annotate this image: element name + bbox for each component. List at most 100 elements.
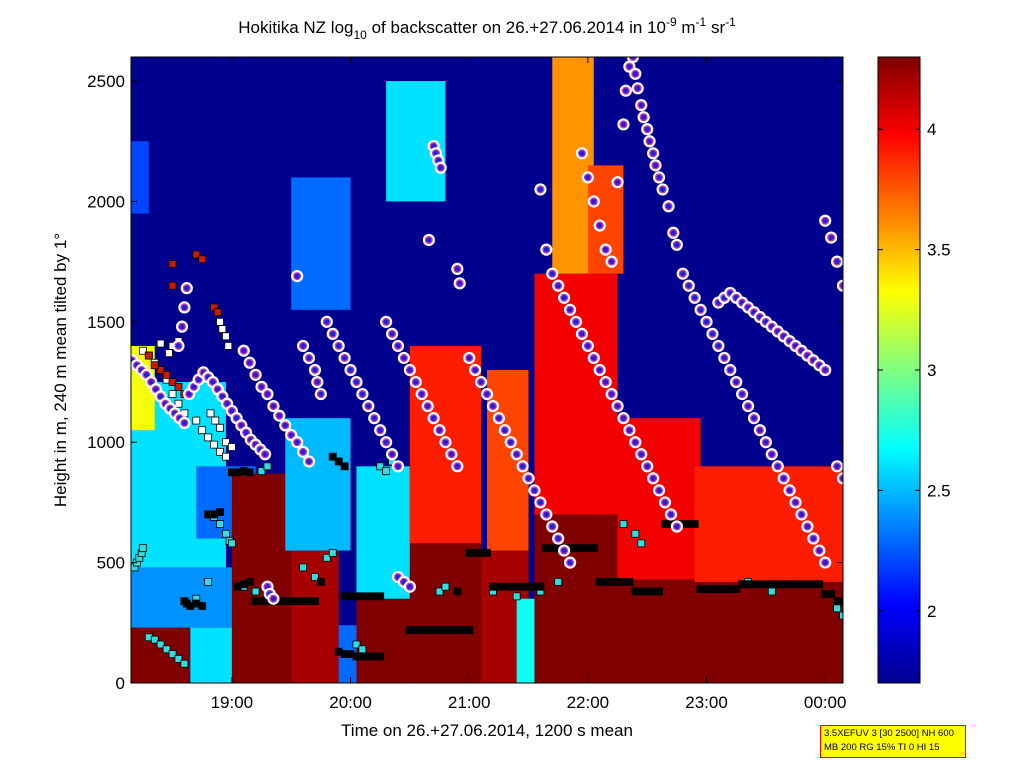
- marker-ring-4-112: [560, 294, 568, 302]
- marker-ring-4-48: [311, 366, 319, 374]
- marker-ring-4-5: [152, 385, 160, 393]
- marker-ring-4-108: [536, 185, 545, 194]
- marker-ring-4-132: [578, 149, 586, 157]
- marker-ring-4-57: [340, 354, 349, 362]
- marker-ring-4-64: [382, 438, 390, 446]
- x-tick-label: 22:00: [567, 693, 610, 712]
- marker-square-2-11: [180, 659, 189, 668]
- marker-ring-4-176: [797, 510, 806, 519]
- marker-ring-4-117: [590, 354, 598, 362]
- marker-square-2-10: [174, 655, 183, 663]
- marker-ring-4-29: [174, 342, 183, 350]
- marker-ring-4-4: [147, 378, 155, 386]
- marker-ring-4-114: [572, 318, 580, 326]
- marker-square-2-46: [839, 611, 843, 620]
- marker-square-3-89: [655, 587, 663, 596]
- field-cell-20: [694, 581, 843, 683]
- marker-ring-4-21: [228, 407, 236, 415]
- marker-square-3-84: [625, 577, 634, 586]
- marker-square-0-5: [168, 390, 177, 398]
- marker-ring-4-69: [394, 342, 402, 350]
- marker-square-2-44: [767, 587, 776, 596]
- marker-ring-4-100: [524, 474, 533, 482]
- colorbar-tick-label: 3.5: [927, 241, 951, 260]
- marker-ring-4-90: [465, 354, 473, 362]
- marker-ring-4-202: [833, 258, 841, 266]
- marker-square-2-28: [352, 640, 361, 649]
- marker-ring-4-124: [631, 438, 639, 446]
- marker-ring-4-157: [685, 282, 693, 290]
- marker-square-2-45: [833, 604, 841, 613]
- marker-square-0-9: [198, 426, 207, 435]
- marker-ring-4-168: [750, 414, 758, 422]
- marker-ring-4-125: [637, 450, 645, 458]
- marker-ring-4-164: [726, 366, 734, 374]
- marker-ring-4-56: [335, 342, 343, 350]
- marker-square-2-27: [328, 549, 337, 557]
- marker-square-3-118: [827, 590, 836, 598]
- marker-ring-4-165: [732, 378, 740, 386]
- marker-ring-4-133: [584, 173, 592, 182]
- marker-ring-4-179: [815, 546, 823, 555]
- marker-ring-4-217: [833, 462, 841, 470]
- x-axis: 19:00 20:00 21:00 22:00 23:00 00:00: [211, 57, 846, 712]
- marker-ring-4-44: [305, 457, 313, 466]
- marker-ring-4-49: [313, 378, 321, 386]
- marker-square-0-12: [216, 447, 224, 456]
- marker-ring-4-78: [447, 450, 456, 458]
- marker-ring-4-24: [242, 428, 250, 437]
- marker-ring-4-40: [281, 421, 289, 430]
- marker-ring-4-116: [584, 342, 592, 350]
- colorbar: [877, 56, 921, 684]
- marker-square-3-26: [316, 577, 325, 586]
- field-cell-11: [409, 543, 482, 683]
- marker-ring-4-219: [846, 487, 852, 493]
- x-tick-label: 21:00: [448, 693, 491, 712]
- marker-circle-4-218: [836, 472, 843, 485]
- x-tick-label: 23:00: [685, 693, 728, 712]
- settings-info-box: 3.5XEFUV 3 [30 2500] NH 600 MB 200 RG 15…: [820, 725, 966, 758]
- marker-ring-4-39: [275, 412, 283, 420]
- marker-square-2-23: [263, 462, 272, 471]
- marker-ring-4-128: [655, 486, 663, 495]
- marker-ring-4-74: [424, 402, 432, 410]
- marker-ring-4-54: [323, 318, 331, 326]
- marker-ring-4-136: [602, 245, 610, 254]
- marker-circle-4-142: [626, 57, 640, 64]
- marker-ring-4-76: [435, 426, 444, 434]
- marker-square-0-26: [165, 349, 173, 358]
- marker-ring-4-123: [625, 426, 634, 434]
- marker-ring-4-31: [180, 303, 189, 312]
- marker-ring-4-58: [346, 366, 355, 374]
- marker-ring-4-98: [513, 450, 521, 458]
- marker-square-1-1: [162, 370, 171, 379]
- marker-ring-4-180: [821, 558, 829, 567]
- colorbar-tick-label: 3: [927, 361, 936, 380]
- colorbar-tick-label: 2.5: [927, 481, 951, 500]
- marker-ring-4-91: [471, 366, 479, 374]
- marker-square-0-18: [222, 332, 230, 341]
- marker-square-3-69: [536, 582, 545, 591]
- marker-circle-4-233: [862, 538, 872, 548]
- marker-ring-4-221: [858, 511, 864, 517]
- colorbar-tick-label: 2: [927, 602, 936, 621]
- marker-ring-4-208: [869, 403, 875, 409]
- marker-ring-4-173: [780, 474, 788, 482]
- marker-square-1-2: [168, 378, 177, 386]
- field-cell-26: [291, 177, 351, 310]
- marker-square-3-29: [340, 462, 349, 471]
- field-cell-5: [231, 473, 292, 683]
- marker-ring-4-129: [661, 498, 669, 507]
- marker-ring-4-121: [613, 402, 622, 410]
- marker-ring-4-159: [696, 306, 705, 314]
- marker-ring-4-104: [548, 522, 556, 531]
- marker-ring-4-12: [185, 390, 193, 398]
- marker-square-0-13: [222, 452, 230, 461]
- marker-square-3-116: [815, 580, 824, 589]
- marker-ring-4-134: [590, 197, 598, 206]
- field-cell-16: [534, 514, 618, 683]
- marker-square-3-28: [334, 457, 343, 466]
- marker-ring-4-174: [785, 486, 794, 495]
- marker-ring-4-233: [864, 540, 870, 546]
- marker-ring-4-138: [613, 178, 622, 186]
